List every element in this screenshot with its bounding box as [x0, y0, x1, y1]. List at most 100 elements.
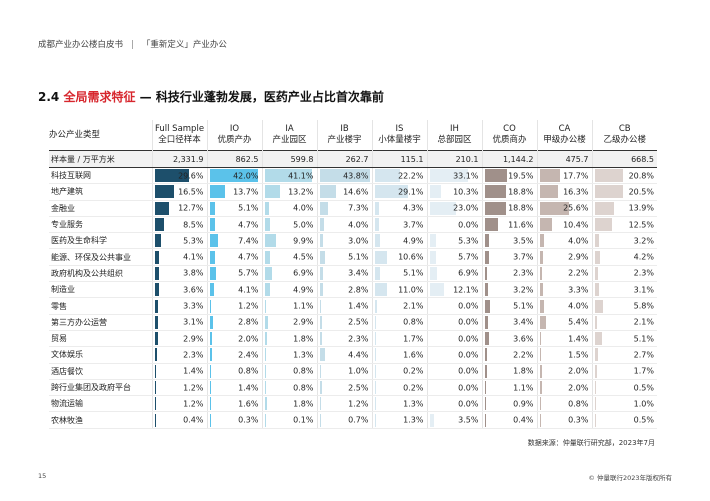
industry-label: 第三方办公运营 — [49, 314, 153, 331]
share-value: 0.8% — [293, 366, 314, 376]
share-bar — [374, 397, 376, 411]
share-cell: 12.5% — [592, 216, 657, 234]
share-cell: 2.4% — [207, 346, 263, 364]
share-cell: 1.4% — [537, 330, 593, 348]
sample-size-cell: 668.5 — [592, 150, 657, 168]
share-cell: 2.8% — [207, 314, 263, 331]
column-header: IB 产业楼宇 — [317, 120, 373, 151]
share-cell: 20.8% — [592, 167, 657, 185]
share-value: 2.2% — [513, 350, 534, 360]
column-name: 产业楼宇 — [327, 135, 362, 145]
share-value: 13.7% — [233, 187, 259, 197]
share-cell: 3.5% — [482, 232, 538, 250]
share-cell: 10.3% — [427, 183, 483, 201]
share-value: 1.3% — [293, 350, 314, 360]
table-row: 农林牧渔 0.4% 0.3% 0.1% 0.7% 1.3% 3.5% 0.4% 0.3% 0.5% — [49, 411, 657, 429]
share-cell: 4.9% — [262, 281, 318, 299]
share-bar — [154, 397, 156, 411]
share-cell: 18.8% — [482, 200, 538, 217]
share-cell: 14.6% — [317, 183, 373, 201]
share-value: 1.4% — [238, 383, 259, 392]
share-value: 3.8% — [183, 268, 204, 278]
industry-label: 酒店餐饮 — [49, 363, 153, 380]
share-bar — [539, 332, 542, 346]
column-name: 优质产办 — [217, 135, 252, 145]
share-bar — [264, 234, 276, 248]
share-bar — [594, 266, 598, 280]
share-bar — [484, 169, 508, 183]
share-bar — [264, 348, 266, 362]
share-bar — [264, 364, 266, 378]
share-bar — [594, 397, 596, 411]
sample-size-cell: 2,331.9 — [152, 150, 208, 168]
share-bar — [594, 348, 599, 362]
industry-label: 政府机构及公共组织 — [49, 265, 153, 283]
share-value: 4.4% — [348, 350, 369, 360]
share-cell: 1.4% — [207, 379, 263, 397]
column-code: IA — [285, 124, 294, 134]
share-cell: 33.1% — [427, 167, 483, 185]
share-bar — [154, 315, 159, 329]
share-bar — [539, 169, 561, 183]
share-value: 1.0% — [633, 399, 654, 409]
share-value: 0.3% — [568, 415, 589, 425]
share-cell: 5.7% — [427, 248, 483, 266]
share-bar — [429, 169, 468, 183]
share-cell: 1.2% — [152, 379, 208, 397]
share-cell: 0.4% — [152, 411, 208, 429]
column-code: CO — [503, 124, 516, 134]
share-value: 13.9% — [628, 203, 654, 213]
share-bar — [209, 315, 213, 329]
share-cell: 4.0% — [317, 216, 373, 234]
share-bar — [539, 234, 545, 248]
share-value: 3.7% — [513, 252, 534, 262]
share-cell: 3.3% — [537, 281, 593, 299]
sample-size-cell: 115.1 — [372, 150, 428, 168]
share-value: 1.4% — [183, 366, 204, 376]
share-cell: 3.4% — [317, 265, 373, 283]
share-cell: 3.3% — [152, 297, 208, 315]
share-value: 4.0% — [568, 236, 589, 246]
share-cell: 1.0% — [317, 363, 373, 380]
share-value: 43.8% — [343, 171, 369, 181]
header-divider: | — [131, 40, 134, 50]
share-value: 4.0% — [568, 301, 589, 311]
first-column-header: 办公产业类型 — [49, 120, 153, 151]
share-cell: 1.6% — [207, 395, 263, 413]
share-value: 6.9% — [293, 268, 314, 278]
share-cell: 2.5% — [317, 314, 373, 331]
share-value: 1.2% — [183, 383, 204, 392]
share-cell: 3.7% — [482, 248, 538, 266]
share-cell: 1.6% — [372, 346, 428, 364]
share-cell: 19.5% — [482, 167, 538, 185]
share-bar — [594, 299, 603, 313]
share-bar — [594, 413, 596, 427]
share-value: 1.6% — [403, 350, 424, 360]
share-cell: 4.0% — [537, 232, 593, 250]
share-cell: 10.4% — [537, 216, 593, 234]
share-cell: 0.5% — [592, 411, 657, 429]
share-cell: 2.9% — [152, 330, 208, 348]
share-value: 10.3% — [453, 187, 479, 197]
share-cell: 3.6% — [152, 281, 208, 299]
sample-size-cell: 1,144.2 — [482, 150, 538, 168]
share-cell: 5.1% — [592, 330, 657, 348]
share-bar — [154, 201, 170, 215]
share-cell: 0.8% — [262, 363, 318, 380]
share-cell: 3.8% — [152, 265, 208, 283]
column-header: IO 优质产办 — [207, 120, 263, 151]
share-cell: 1.8% — [262, 330, 318, 348]
share-value: 4.1% — [183, 252, 204, 262]
share-bar — [374, 234, 381, 248]
share-cell: 12.1% — [427, 281, 483, 299]
share-bar — [209, 201, 216, 215]
column-header: IS 小体量楼宇 — [372, 120, 428, 151]
share-value: 5.1% — [633, 334, 654, 344]
table-row: 金融业 12.7% 5.1% 4.0% 7.3% 4.3% 23.0% 18.8% 25.6% 1… — [49, 200, 657, 217]
share-value: 4.0% — [348, 220, 369, 230]
share-bar — [429, 266, 438, 280]
share-cell: 16.3% — [537, 183, 593, 201]
sample-size-row: 样本量 / 万平方米 2,331.9 862.5 599.8 262.7 115.1 21… — [49, 150, 657, 168]
share-cell: 5.8% — [592, 297, 657, 315]
share-value: 3.6% — [183, 285, 204, 295]
